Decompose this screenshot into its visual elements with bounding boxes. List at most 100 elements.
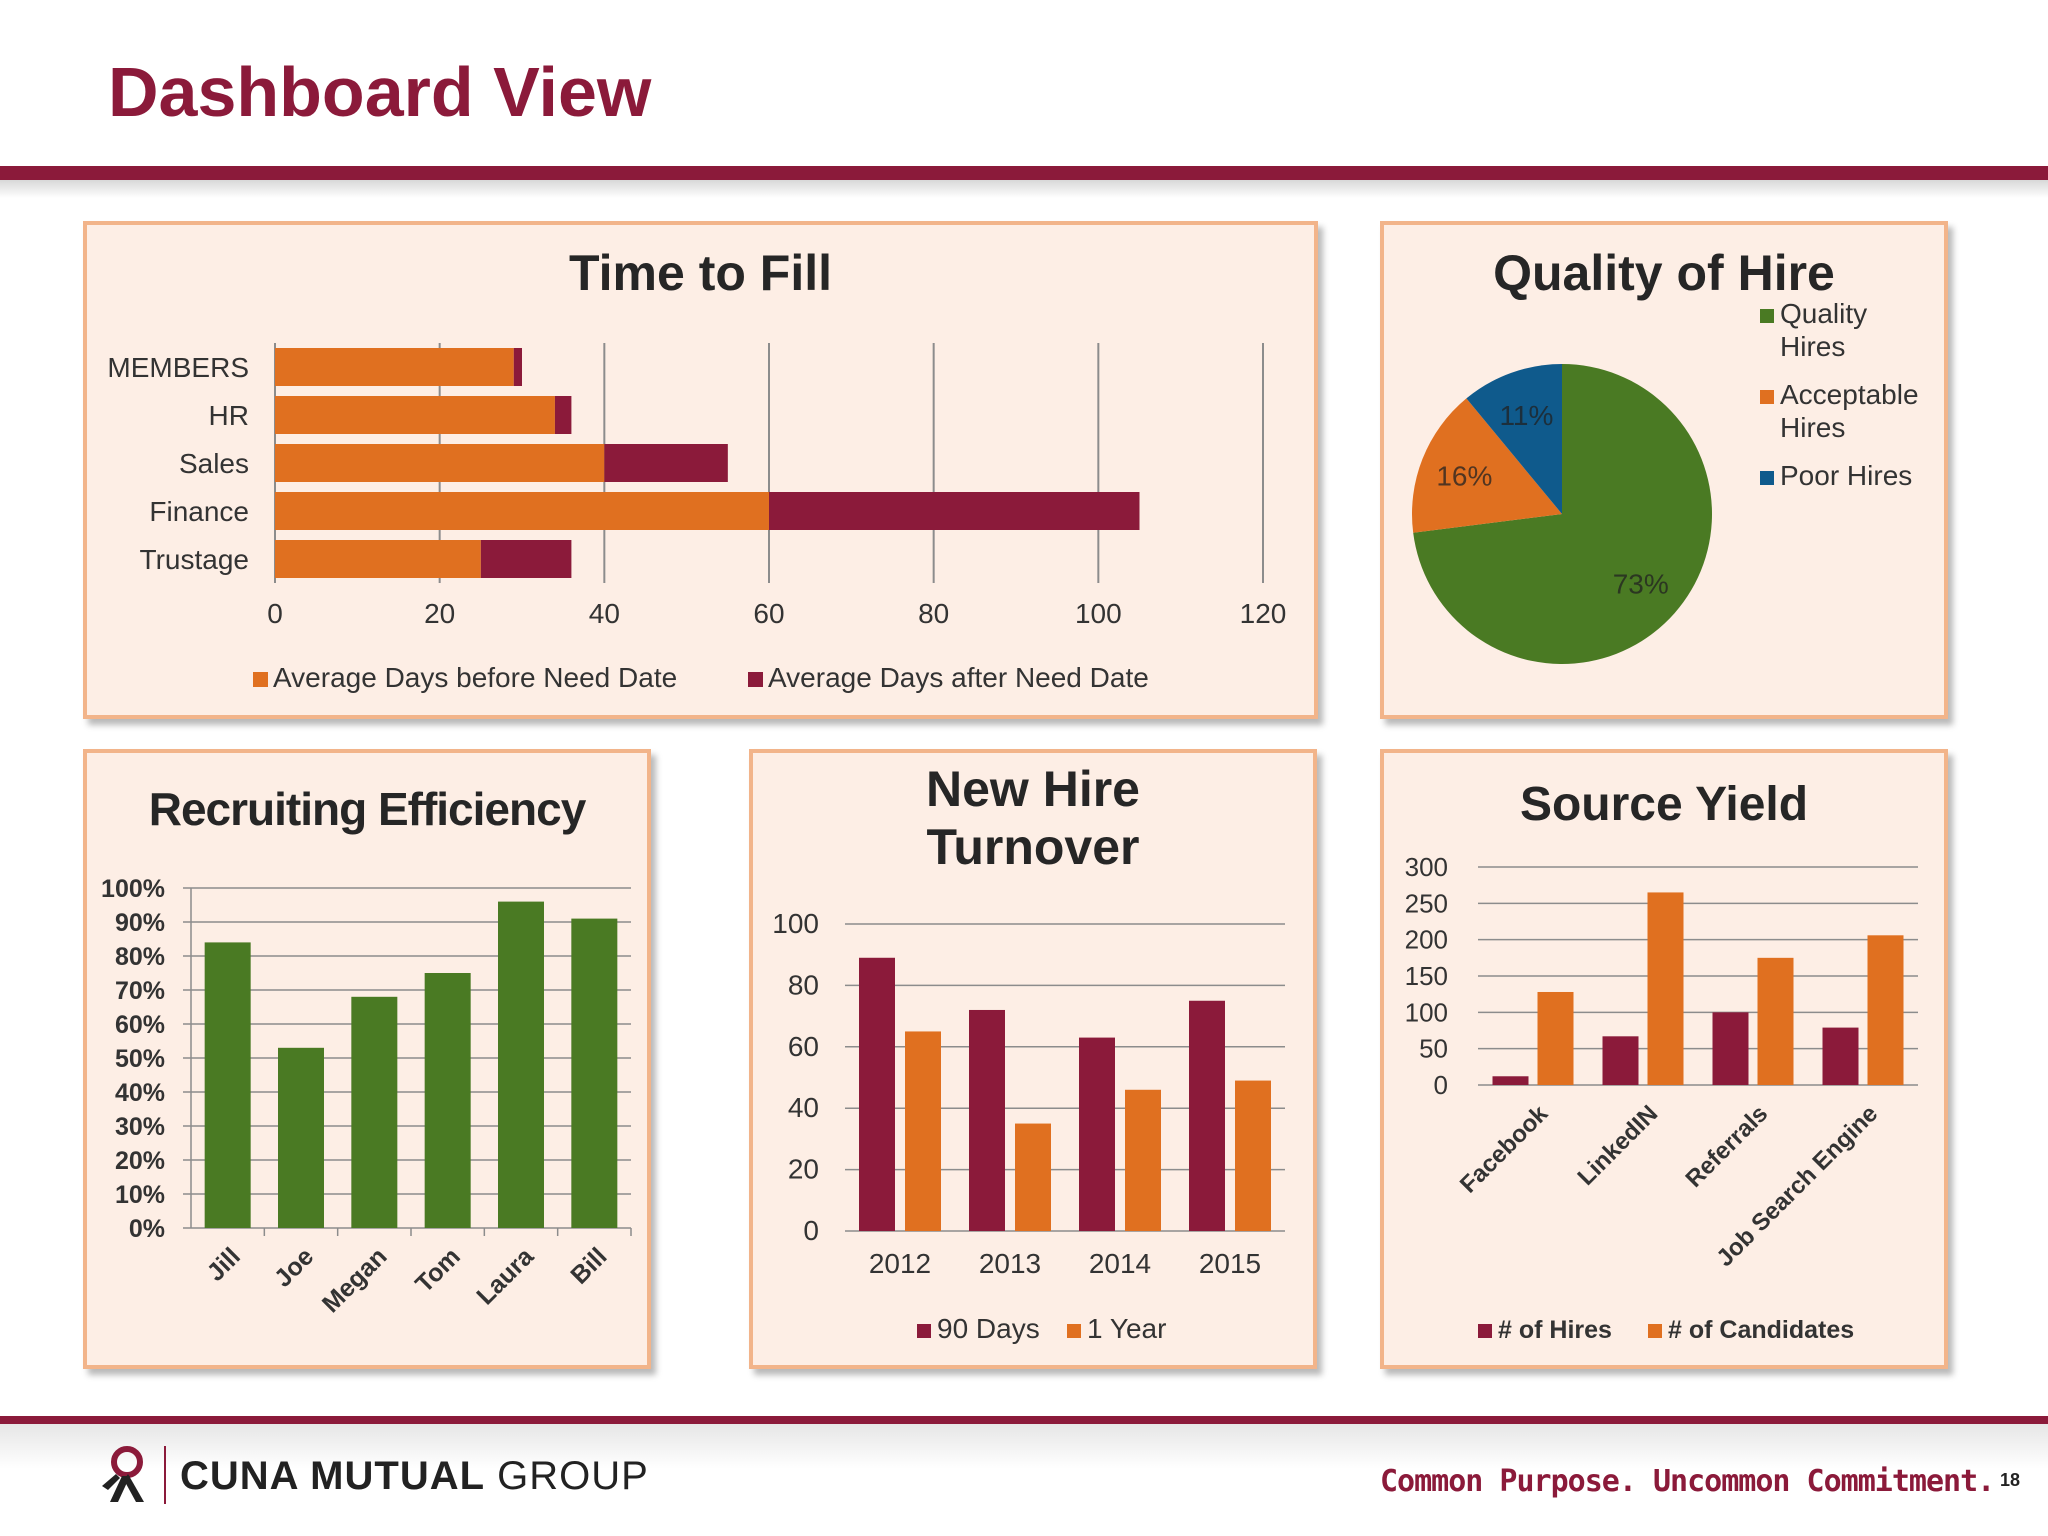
- bar: [498, 901, 544, 1228]
- bar: [1602, 1036, 1639, 1085]
- category-label: Trustage: [140, 544, 249, 575]
- y-tick-label: 20: [788, 1154, 819, 1185]
- y-tick-label: 200: [1405, 925, 1448, 955]
- quality-of-hire-panel: Quality of Hire 73% 16% 11% Quality Hires Acc…: [1380, 221, 1948, 719]
- bar: [554, 396, 572, 434]
- header-rule-shadow: [0, 180, 2048, 198]
- footer-divider: [164, 1446, 166, 1504]
- bar: [513, 348, 522, 386]
- recruiting-efficiency-panel: Recruiting Efficiency 0% 10% 20% 30% 40% 50% 6…: [83, 749, 651, 1369]
- y-tick-label: 250: [1405, 888, 1448, 918]
- legend-label: Average Days after Need Date: [768, 662, 1149, 693]
- y-tick-label: 150: [1405, 961, 1448, 991]
- tagline: Common Purpose. Uncommon Commitment.: [1380, 1464, 1995, 1499]
- bar: [1712, 1012, 1749, 1085]
- bar: [1822, 1027, 1859, 1085]
- source-yield-panel: Source Yield 0 50 100 150 200 250 300 Facebook L…: [1380, 749, 1948, 1369]
- legend-label: # of Hires: [1498, 1316, 1612, 1344]
- x-tick-label: 60: [753, 598, 784, 629]
- y-tick-label: 80: [788, 969, 819, 1000]
- y-tick-label: 10%: [115, 1181, 165, 1209]
- x-tick-label: Tom: [410, 1242, 466, 1298]
- legend-swatch: [1760, 390, 1774, 404]
- y-tick-label: 40: [788, 1092, 819, 1123]
- time-to-fill-panel: Time to Fill 0 20 40 60 80 100 120 MEMBERS HR Sal…: [83, 221, 1318, 719]
- new-hire-turnover-title-line-1: New Hire: [926, 761, 1140, 817]
- y-tick-label: 30%: [115, 1113, 165, 1141]
- bar: [1079, 1037, 1115, 1231]
- legend-label: Acceptable Hires: [1780, 379, 1919, 443]
- bar: [278, 1047, 324, 1228]
- y-tick-label: 80%: [115, 943, 165, 971]
- source-yield-chart: 0 50 100 150 200 250 300 Facebook LinkedIN Referr…: [1405, 852, 1918, 1344]
- y-tick-label: 20%: [115, 1147, 165, 1175]
- bar: [424, 973, 471, 1228]
- bar: [1189, 1000, 1225, 1231]
- category-label: Sales: [179, 448, 249, 479]
- bar: [769, 492, 1140, 530]
- y-tick-label: 0%: [129, 1215, 165, 1243]
- pie-slice: [1412, 398, 1562, 533]
- category-label: HR: [209, 400, 249, 431]
- bar: [1647, 892, 1684, 1085]
- x-tick-label: Laura: [471, 1242, 540, 1311]
- x-tick-label: 40: [589, 598, 620, 629]
- legend-label: 1 Year: [1087, 1313, 1166, 1344]
- x-tick-label: 80: [918, 598, 949, 629]
- bar: [275, 348, 514, 386]
- y-tick-label: 0: [1434, 1070, 1448, 1100]
- bar: [480, 540, 572, 578]
- footer-band: [0, 1424, 2048, 1536]
- x-tick-label: 2014: [1089, 1248, 1151, 1279]
- y-tick-label: 40%: [115, 1079, 165, 1107]
- legend-swatch: [1760, 309, 1774, 323]
- x-tick-label: Joe: [269, 1242, 319, 1292]
- y-tick-label: 90%: [115, 909, 165, 937]
- bar: [1015, 1123, 1051, 1231]
- company-name: CUNA MUTUAL GROUP: [180, 1454, 649, 1499]
- new-hire-turnover-panel: New Hire Turnover 0 20 40 60 80 100 2012 2013 20…: [749, 749, 1317, 1369]
- y-tick-label: 100%: [101, 875, 165, 903]
- bar: [1537, 991, 1574, 1085]
- page-title: Dashboard View: [108, 53, 652, 131]
- bar: [859, 957, 895, 1231]
- x-tick-label: 2013: [979, 1248, 1041, 1279]
- page-number: 18: [2000, 1470, 2021, 1490]
- legend-swatch: [1067, 1324, 1081, 1338]
- bar: [571, 918, 618, 1228]
- bar: [204, 942, 251, 1228]
- x-tick-label: 100: [1075, 598, 1122, 629]
- legend-swatch: [748, 672, 763, 687]
- x-tick-label: LinkedIN: [1572, 1100, 1663, 1191]
- company-logo-icon: [102, 1446, 144, 1502]
- legend-swatch: [1478, 1324, 1492, 1338]
- y-tick-label: 50: [1419, 1034, 1448, 1064]
- bar: [275, 540, 481, 578]
- bar: [905, 1031, 941, 1231]
- category-label: Finance: [149, 496, 249, 527]
- legend-label: # of Candidates: [1668, 1316, 1854, 1344]
- company-name-bold: CUNA MUTUAL: [180, 1454, 486, 1498]
- time-to-fill-title: Time to Fill: [569, 245, 832, 301]
- new-hire-turnover-chart: 0 20 40 60 80 100 2012 2013 2014 2015 90 Days 1 Yea…: [772, 908, 1285, 1344]
- y-tick-label: 0: [803, 1215, 819, 1246]
- header-rule: [0, 166, 2048, 180]
- company-name-light: GROUP: [497, 1454, 649, 1498]
- bar: [1492, 1076, 1529, 1085]
- x-tick-label: 2015: [1199, 1248, 1261, 1279]
- y-tick-label: 60: [788, 1031, 819, 1062]
- bar: [351, 996, 398, 1228]
- recruiting-efficiency-chart: 0% 10% 20% 30% 40% 50% 60% 70% 80% 90% 100% Jill Joe…: [101, 875, 632, 1318]
- bar: [275, 396, 555, 434]
- x-tick-label: Jill: [202, 1242, 246, 1286]
- pie-data-label: 16%: [1436, 460, 1492, 491]
- y-tick-label: 50%: [115, 1045, 165, 1073]
- y-tick-label: 60%: [115, 1011, 165, 1039]
- recruiting-efficiency-title: Recruiting Efficiency: [148, 783, 587, 835]
- pie-data-label: 73%: [1613, 568, 1669, 599]
- bar: [1757, 957, 1794, 1085]
- pie-data-label: 11%: [1499, 400, 1553, 431]
- legend-label: 90 Days: [937, 1313, 1040, 1344]
- x-tick-label: Facebook: [1455, 1100, 1554, 1199]
- legend-label: Quality Hires: [1780, 298, 1867, 362]
